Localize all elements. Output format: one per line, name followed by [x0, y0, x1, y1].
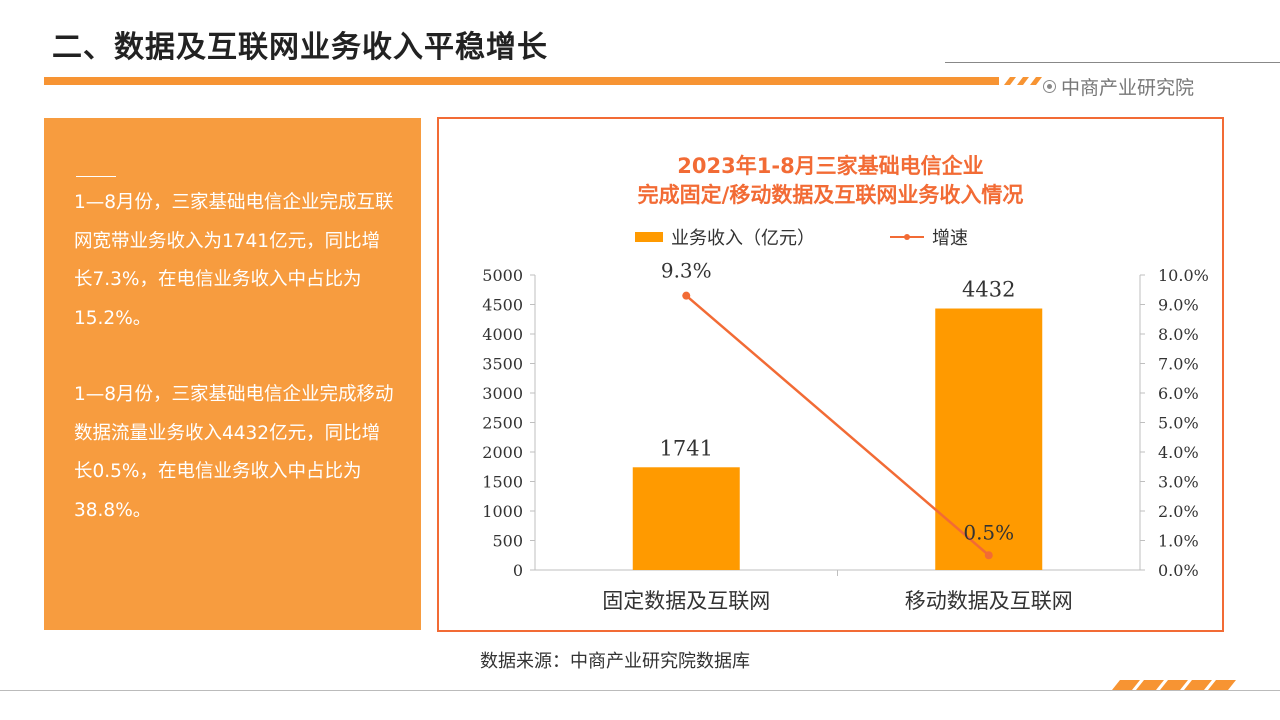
bar-revenue [632, 467, 740, 570]
chart-title-line1: 2023年1-8月三家基础电信企业 [677, 154, 984, 178]
right-tick-label: 5.0% [1158, 414, 1199, 433]
growth-point [984, 551, 993, 560]
right-tick-label: 10.0% [1158, 266, 1209, 285]
left-tick-label: 2500 [482, 414, 523, 433]
legend-bar-swatch [635, 232, 663, 242]
right-tick-label: 9.0% [1158, 296, 1199, 315]
growth-value-label: 9.3% [661, 259, 712, 283]
growth-point [682, 291, 691, 300]
summary-paragraph-fixed: 1—8月份，三家基础电信企业完成互联网宽带业务收入为1741亿元，同比增长7.3… [74, 192, 394, 329]
brand-divider [945, 62, 1280, 63]
right-tick-label: 7.0% [1158, 355, 1199, 374]
legend-line-swatch [890, 231, 924, 243]
right-tick-label: 0.0% [1158, 561, 1199, 580]
bar-revenue [935, 308, 1043, 570]
right-tick-label: 4.0% [1158, 443, 1199, 462]
brand-name: 中商产业研究院 [1061, 77, 1195, 99]
legend-item-growth: 增速 [890, 224, 968, 250]
legend-label-growth: 增速 [932, 228, 968, 249]
right-tick-label: 8.0% [1158, 325, 1199, 344]
growth-value-label: 0.5% [963, 520, 1014, 544]
summary-panel: 1—8月份，三家基础电信企业完成互联网宽带业务收入为1741亿元，同比增长7.3… [44, 118, 421, 630]
chart-container: 2023年1-8月三家基础电信企业 完成固定/移动数据及互联网业务收入情况 业务… [437, 117, 1224, 632]
x-category-label: 移动数据及互联网 [905, 589, 1073, 613]
left-tick-label: 1500 [482, 473, 523, 492]
right-tick-label: 1.0% [1158, 532, 1199, 551]
bar-value-label: 4432 [962, 278, 1015, 302]
brand-label: 中商产业研究院 [1043, 73, 1194, 100]
brand-logo-icon [1043, 80, 1056, 93]
left-tick-label: 2000 [482, 443, 523, 462]
summary-paragraph-mobile: 1—8月份，三家基础电信企业完成移动数据流量业务收入4432亿元，同比增长0.5… [74, 384, 394, 521]
chart-plot: 0 500 1000 1500 2000 2500 3000 3500 4000 4500 5000… [482, 259, 1209, 613]
legend-label-revenue: 业务收入（亿元） [671, 228, 815, 249]
data-source-note: 数据来源：中商产业研究院数据库 [480, 651, 750, 672]
growth-line [685, 294, 990, 557]
page-title: 二、数据及互联网业务收入平稳增长 [52, 30, 548, 65]
title-underline-bar [44, 77, 999, 85]
footer-stripes-decoration [1112, 680, 1236, 690]
right-tick-label: 6.0% [1158, 384, 1199, 403]
left-tick-label: 0 [513, 561, 523, 580]
left-tick-label: 4000 [482, 325, 523, 344]
left-tick-label: 3000 [482, 384, 523, 403]
right-tick-label: 3.0% [1158, 473, 1199, 492]
title-stripes-decoration [1004, 77, 1042, 85]
left-tick-label: 3500 [482, 355, 523, 374]
legend-item-revenue: 业务收入（亿元） [635, 224, 815, 250]
chart-title-line2: 完成固定/移动数据及互联网业务收入情况 [637, 183, 1024, 207]
right-tick-label: 2.0% [1158, 502, 1199, 521]
bar-value-label: 1741 [660, 436, 713, 460]
panel-dash-decoration [76, 176, 116, 177]
left-tick-label: 5000 [482, 266, 523, 285]
left-tick-label: 500 [492, 532, 523, 551]
left-tick-label: 1000 [482, 502, 523, 521]
x-category-label: 固定数据及互联网 [602, 589, 770, 613]
left-tick-label: 4500 [482, 296, 523, 315]
footer-divider [0, 690, 1280, 691]
